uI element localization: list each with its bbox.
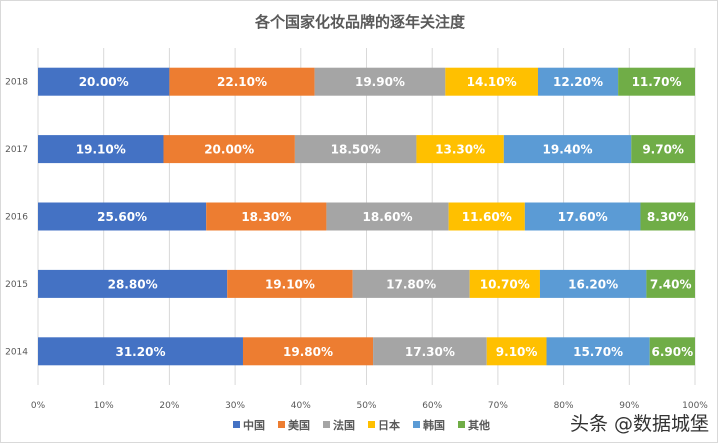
- data-label: 7.40%: [650, 277, 692, 291]
- bar-segment: [539, 269, 647, 298]
- data-label: 17.80%: [386, 277, 436, 291]
- y-tick-label: 2015: [5, 280, 28, 290]
- x-tick-label: 80%: [554, 401, 574, 411]
- bar-segment: [38, 337, 243, 366]
- data-label: 6.90%: [652, 345, 694, 359]
- data-label: 16.20%: [568, 277, 618, 291]
- data-label: 31.20%: [115, 345, 165, 359]
- x-tick-label: 60%: [422, 401, 442, 411]
- data-label: 14.10%: [467, 75, 517, 89]
- data-label: 19.90%: [355, 75, 405, 89]
- bar-segment: [448, 202, 525, 231]
- data-label: 19.80%: [283, 345, 333, 359]
- bar-segment: [314, 67, 446, 96]
- data-label: 9.70%: [642, 143, 684, 157]
- bar-segment: [631, 135, 695, 164]
- bar-segment: [469, 269, 540, 298]
- legend-swatch: [368, 421, 375, 428]
- x-tick-label: 90%: [619, 401, 639, 411]
- bar-segment: [445, 67, 538, 96]
- bar-segment: [373, 337, 487, 366]
- legend-swatch: [323, 421, 330, 428]
- bar-segment: [537, 67, 619, 96]
- x-tick-label: 40%: [291, 401, 311, 411]
- y-tick-label: 2016: [5, 213, 28, 223]
- legend-swatch: [413, 421, 420, 428]
- legend-swatch: [458, 421, 465, 428]
- bar-segment: [242, 337, 374, 366]
- data-label: 13.30%: [435, 143, 485, 157]
- watermark: 头条 @数据城堡: [569, 413, 709, 435]
- bar-segment: [640, 202, 695, 231]
- data-label: 25.60%: [97, 210, 147, 224]
- legend-label: 美国: [288, 418, 310, 432]
- legend-swatch: [233, 421, 240, 428]
- bar-segment: [38, 67, 170, 96]
- legend-label: 韩国: [423, 418, 445, 432]
- y-tick-label: 2014: [5, 347, 28, 357]
- bar-segment: [416, 135, 504, 164]
- bar-segment: [646, 269, 695, 298]
- bar-segment: [227, 269, 353, 298]
- bar-segment: [163, 135, 295, 164]
- x-tick-label: 70%: [488, 401, 508, 411]
- bar-segment: [649, 337, 695, 366]
- bar-segment: [38, 135, 164, 164]
- data-label: 18.30%: [241, 210, 291, 224]
- bar-segment: [503, 135, 632, 164]
- x-tick-label: 100%: [682, 401, 708, 411]
- data-label: 8.30%: [647, 210, 689, 224]
- data-label: 11.60%: [462, 210, 512, 224]
- legend-label: 其他: [468, 418, 490, 432]
- data-label: 11.70%: [632, 75, 682, 89]
- x-tick-label: 50%: [356, 401, 376, 411]
- data-label: 19.40%: [543, 143, 593, 157]
- legend-label: 日本: [378, 418, 400, 432]
- data-label: 10.70%: [480, 277, 530, 291]
- data-label: 15.70%: [573, 345, 623, 359]
- x-tick-label: 30%: [225, 401, 245, 411]
- data-label: 19.10%: [265, 277, 315, 291]
- legend-swatch: [278, 421, 285, 428]
- data-label: 20.00%: [204, 143, 254, 157]
- bar-segment: [169, 67, 315, 96]
- legend-label: 法国: [333, 418, 355, 432]
- chart-title: 各个国家化妆品牌的逐年关注度: [254, 13, 466, 31]
- bar-segment: [38, 202, 207, 231]
- bar-segment: [206, 202, 327, 231]
- bar-segment: [486, 337, 547, 366]
- data-label: 12.20%: [553, 75, 603, 89]
- y-tick-label: 2018: [5, 78, 28, 88]
- bar-segment: [294, 135, 417, 164]
- data-label: 28.80%: [108, 277, 158, 291]
- data-label: 17.30%: [405, 345, 455, 359]
- y-tick-label: 2017: [5, 145, 28, 155]
- bar-segment: [618, 67, 695, 96]
- bar-segment: [546, 337, 650, 366]
- data-label: 20.00%: [79, 75, 129, 89]
- data-label: 18.60%: [363, 210, 413, 224]
- data-label: 22.10%: [217, 75, 267, 89]
- legend-label: 中国: [243, 418, 265, 432]
- data-label: 19.10%: [76, 143, 126, 157]
- bar-segment: [38, 269, 228, 298]
- x-tick-label: 20%: [159, 401, 179, 411]
- bar-segment: [524, 202, 641, 231]
- data-label: 17.60%: [558, 210, 608, 224]
- x-tick-label: 10%: [94, 401, 114, 411]
- x-tick-label: 0%: [31, 401, 46, 411]
- data-label: 18.50%: [331, 143, 381, 157]
- data-label: 9.10%: [496, 345, 538, 359]
- bar-segment: [326, 202, 449, 231]
- bar-segment: [352, 269, 470, 298]
